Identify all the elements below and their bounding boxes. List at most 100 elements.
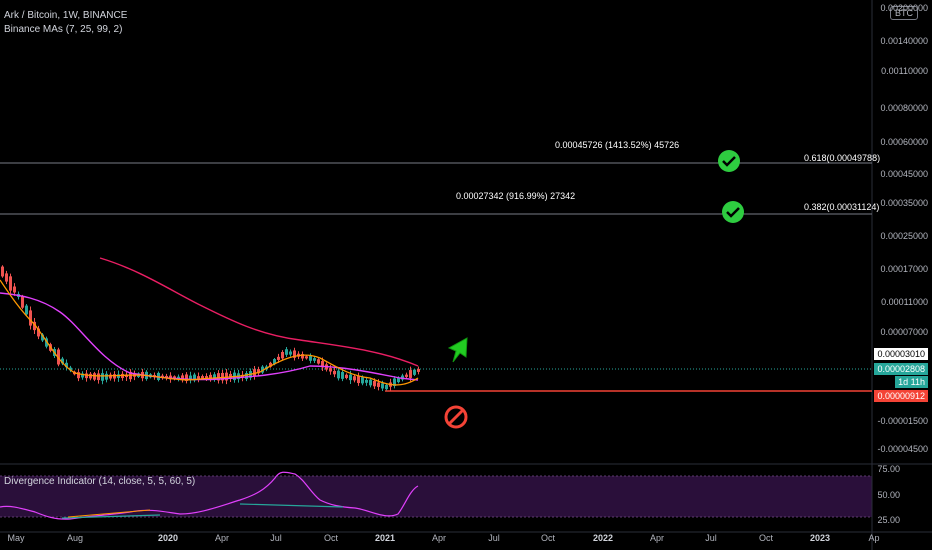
candle-body (5, 273, 8, 282)
candle-body (45, 338, 48, 347)
indicator-axis-label: 50.00 (877, 490, 900, 500)
time-axis-label: Apr (431, 533, 447, 543)
candle-body (281, 351, 284, 359)
price-axis-label: 0.00140000 (880, 36, 928, 46)
price-axis-label: 0.00110000 (881, 66, 928, 76)
candle-body (349, 374, 352, 381)
candle-body (65, 362, 68, 368)
candle-body (41, 334, 44, 341)
candle-body (33, 321, 36, 331)
time-axis-label: Aug (66, 533, 84, 543)
rsi-line (0, 471, 419, 520)
price-axis-label: 0.00011000 (881, 297, 928, 307)
candle-body (97, 373, 100, 381)
candle-body (89, 373, 92, 379)
candle-body (409, 370, 412, 378)
candle-body (309, 356, 312, 361)
time-axis-label: 2023 (809, 533, 831, 543)
ma99-line (99, 257, 419, 367)
candle-body (329, 368, 332, 372)
candle-body (113, 374, 116, 379)
time-axis-label: 2022 (592, 533, 614, 543)
candle-body (109, 374, 112, 379)
candle-body (81, 373, 84, 378)
time-axis-label: Apr (649, 533, 665, 543)
candle-body (373, 380, 376, 387)
candle-body (25, 305, 28, 315)
price-axis-label: 0.00007000 (880, 327, 928, 337)
candle-body (181, 375, 184, 381)
indicator-title[interactable]: Divergence Indicator (14, close, 5, 5, 6… (4, 476, 196, 487)
candle-body (61, 358, 64, 364)
time-axis-label: Jul (488, 533, 500, 543)
candle-body (397, 377, 400, 383)
candle-body (101, 373, 104, 381)
candle-body (277, 356, 280, 360)
no-entry-icon (444, 405, 468, 429)
ma7-line (0, 279, 419, 386)
candle-body (341, 372, 344, 379)
indicator-axis-label: 25.00 (877, 515, 900, 525)
time-axis-label: Oct (758, 533, 774, 543)
candle-body (201, 376, 204, 379)
price-axis-label: 0.00025000 (880, 231, 928, 241)
candle-body (377, 382, 380, 387)
fib-label-0618: 0.618(0.00049788) (804, 153, 881, 163)
candle-body (209, 374, 212, 380)
currency-button[interactable]: BTC (890, 6, 918, 20)
candle-body (205, 376, 208, 379)
candle-body (401, 375, 404, 380)
fib-measure-0382: 0.00027342 (916.99%) 27342 (456, 191, 576, 201)
price-axis-label: 0.00017000 (880, 264, 928, 274)
candle-body (177, 376, 180, 380)
candle-body (93, 373, 96, 380)
candle-body (365, 380, 368, 383)
price-axis-label: 0.00060000 (880, 137, 928, 147)
candle-body (105, 373, 108, 380)
candle-body (13, 286, 16, 293)
candle-body (77, 372, 80, 379)
price-axis-label: 0.00200000 (880, 3, 928, 13)
price-axis-label: -0.00001500 (877, 416, 928, 426)
time-axis-label: Apr (214, 533, 230, 543)
candle-body (1, 266, 4, 277)
price-tag-low: 0.00000912 (874, 390, 928, 402)
check-icon (718, 150, 740, 172)
ma-legend[interactable]: Binance MAs (7, 25, 99, 2) (4, 24, 123, 35)
candles (1, 265, 420, 392)
candle-body (261, 366, 264, 373)
time-axis-label: Oct (540, 533, 556, 543)
candle-body (313, 358, 316, 361)
fib-label-0382: 0.382(0.00031124) (804, 202, 880, 212)
candle-body (317, 359, 320, 364)
candle-body (357, 375, 360, 384)
candle-body (189, 375, 192, 380)
candle-body (369, 379, 372, 386)
candle-body (345, 374, 348, 379)
candle-body (197, 376, 200, 379)
symbol-title[interactable]: Ark / Bitcoin, 1W, BINANCE (4, 10, 128, 21)
price-axis-label: -0.00004500 (877, 444, 928, 454)
time-axis-label: May (7, 533, 25, 543)
time-axis-label: Jul (705, 533, 717, 543)
candle-body (353, 376, 356, 381)
candle-body (321, 361, 324, 368)
candle-body (69, 367, 72, 371)
candle-body (221, 372, 224, 381)
time-axis-label: 2020 (157, 533, 179, 543)
candle-body (413, 369, 416, 375)
time-axis-label: 2021 (374, 533, 396, 543)
fib-measure-0618: 0.00045726 (1413.52%) 45726 (555, 140, 680, 150)
candle-body (385, 384, 388, 390)
price-axis-label: 0.00045000 (880, 169, 928, 179)
candle-body (21, 296, 24, 308)
price-tag-high: 0.00003010 (874, 348, 928, 360)
candle-body (57, 349, 60, 365)
candle-body (417, 368, 420, 372)
candle-body (381, 383, 384, 389)
time-axis-label: Jul (270, 533, 282, 543)
candle-body (37, 328, 40, 337)
candle-body (269, 362, 272, 367)
candle-body (29, 310, 32, 326)
